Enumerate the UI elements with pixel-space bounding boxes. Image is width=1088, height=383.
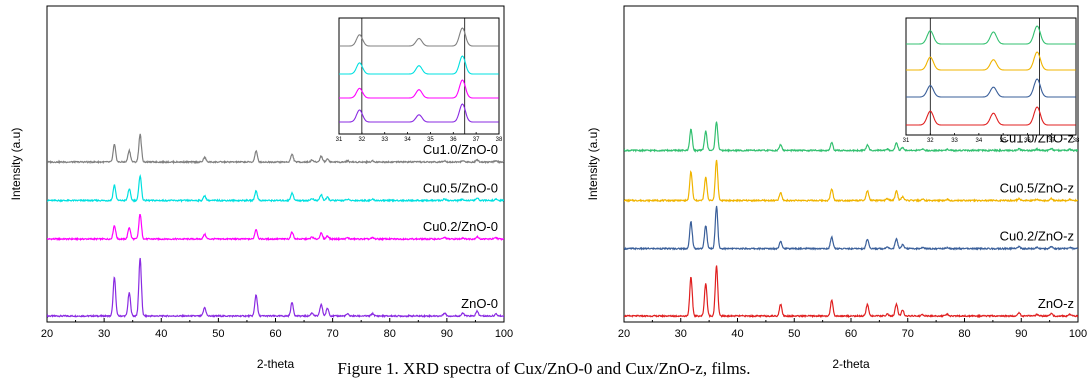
series-line-3	[624, 120, 1078, 153]
inset-series-line-3	[906, 25, 1076, 45]
inset-series-line-0	[339, 103, 499, 123]
inset-series-line-1	[339, 79, 499, 99]
series-line-3	[47, 133, 504, 165]
x-axis-title: 2-theta	[257, 357, 295, 371]
x-tick-label: 100	[495, 328, 513, 340]
chart-panel-right: 20 30 40 50 60 70 80 90 100 2-theta Intensity (a.u…	[586, 5, 1087, 371]
series-group	[624, 120, 1078, 319]
inset-x-tick-label: 34	[404, 137, 411, 143]
inset-x-tick-label: 38	[496, 137, 503, 143]
inset-x-tick-label: 35	[1000, 138, 1007, 144]
y-axis-title: Intensity (a.u)	[9, 128, 23, 201]
inset-series-line-2	[339, 55, 499, 75]
x-tick-label: 40	[731, 328, 743, 340]
x-tick-label: 90	[441, 328, 453, 340]
inset-x-tick-label: 31	[903, 138, 910, 144]
inset-series-line-0	[906, 106, 1076, 126]
x-tick-label: 20	[41, 328, 53, 340]
inset-zoom-plot: 31 32 33 34 35 36 37 38	[336, 17, 503, 143]
x-tick-label: 40	[155, 328, 167, 340]
inset-x-tick-label: 36	[450, 137, 457, 143]
x-tick-label: 20	[618, 328, 630, 340]
series-label-3: Cu1.0/ZnO-0	[423, 142, 498, 157]
x-tick-label: 30	[98, 328, 110, 340]
series-label-0: ZnO-z	[1038, 296, 1074, 311]
series-label-2: Cu0.5/ZnO-0	[423, 181, 498, 196]
x-axis-title: 2-theta	[832, 357, 870, 371]
series-line-1	[47, 214, 504, 242]
x-tick-label: 60	[845, 328, 857, 340]
inset-series-line-3	[339, 27, 499, 47]
x-tick-label: 70	[902, 328, 914, 340]
inset-series-line-2	[906, 51, 1076, 71]
inset-x-tick-label: 37	[473, 137, 480, 143]
x-tick-label: 50	[212, 328, 224, 340]
inset-x-tick-label: 33	[381, 137, 388, 143]
inset-series-line-1	[906, 78, 1076, 98]
y-axis-title: Intensity (a.u)	[586, 128, 600, 201]
x-tick-label: 50	[788, 328, 800, 340]
inset-x-tick-label: 37	[1048, 138, 1055, 144]
series-line-1	[624, 205, 1078, 251]
series-label-2: Cu0.5/ZnO-z	[1000, 181, 1074, 196]
inset-x-tick-label: 32	[927, 138, 934, 144]
series-line-2	[624, 159, 1078, 203]
series-line-0	[624, 265, 1078, 319]
x-tick-label: 70	[327, 328, 339, 340]
x-tick-label: 80	[384, 328, 396, 340]
series-label-0: ZnO-0	[461, 296, 498, 311]
inset-x-tick-label: 33	[951, 138, 958, 144]
inset-x-tick-label: 32	[359, 137, 366, 143]
series-label-1: Cu0.2/ZnO-0	[423, 219, 498, 234]
x-tick-label: 60	[269, 328, 281, 340]
inset-x-tick-label: 38	[1073, 138, 1080, 144]
inset-x-tick-label: 36	[1024, 138, 1031, 144]
inset-zoom-plot: 31 32 33 34 35 36 37 38	[903, 17, 1080, 144]
x-tick-label: 30	[675, 328, 687, 340]
series-line-2	[47, 174, 504, 203]
inset-x-tick-label: 35	[427, 137, 434, 143]
x-tick-label: 80	[958, 328, 970, 340]
series-group	[47, 133, 504, 319]
series-label-1: Cu0.2/ZnO-z	[1000, 229, 1074, 244]
inset-x-tick-label: 31	[336, 137, 343, 143]
inset-x-tick-label: 34	[976, 138, 983, 144]
figure-caption: Figure 1. XRD spectra of Cux/ZnO-0 and C…	[337, 359, 751, 378]
x-tick-label: 90	[1015, 328, 1027, 340]
x-tick-label: 100	[1069, 328, 1087, 340]
chart-panel-left: 20 30 40 50 60 70 80 90 100 2-theta Intensity (a.u…	[9, 5, 513, 371]
series-line-0	[47, 257, 504, 319]
